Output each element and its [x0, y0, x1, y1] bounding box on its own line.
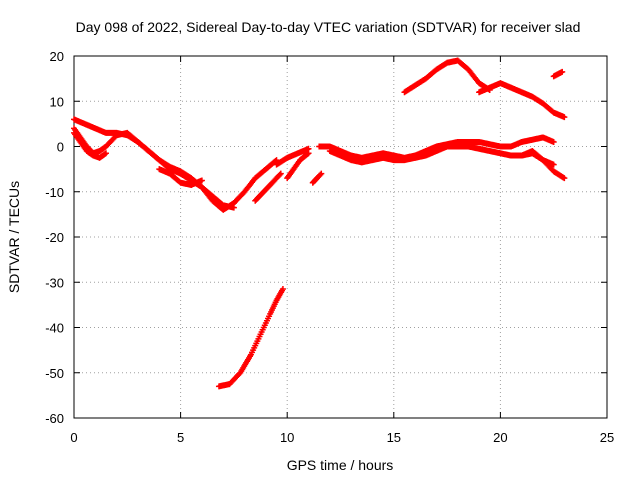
data-point [279, 286, 286, 293]
series-track-h [309, 170, 325, 186]
x-tick-label: 0 [70, 430, 77, 445]
x-tick-label: 10 [280, 430, 294, 445]
x-tick-label: 20 [493, 430, 507, 445]
data-point [317, 171, 324, 178]
data-point [102, 150, 109, 157]
series-track-m [401, 57, 493, 96]
y-tick-label: 20 [50, 49, 64, 64]
y-tick-label: -20 [45, 230, 64, 245]
series-track-n [476, 80, 568, 121]
y-tick-label: -60 [45, 411, 64, 426]
y-tick-label: -40 [45, 321, 64, 336]
y-tick-label: -50 [45, 366, 64, 381]
y-axis-label: SDTVAR / TECUs [6, 181, 22, 293]
plot-frame [73, 55, 608, 419]
y-tick-label: -10 [45, 185, 64, 200]
series-track-b [71, 125, 237, 211]
series-track-o [550, 68, 566, 80]
grid [74, 56, 607, 418]
x-tick-label: 15 [387, 430, 401, 445]
data-point [318, 170, 325, 177]
axis-ticks: 0 5 10 15 20 25 -60 -50 -40 -30 -20 -10 0 10 20 [45, 49, 614, 445]
x-axis-label: GPS time / hours [287, 457, 394, 473]
series-track-i [215, 286, 286, 390]
data-point [230, 204, 237, 211]
series-track-a [71, 116, 280, 213]
data-points [71, 57, 568, 390]
data-point [198, 177, 205, 184]
data-point [276, 171, 283, 178]
series-track-e [252, 170, 284, 204]
series-track-f [273, 145, 312, 168]
data-point [561, 175, 568, 182]
series-track-g [284, 150, 312, 182]
series-track-d [156, 166, 205, 188]
data-point [304, 151, 311, 158]
y-tick-label: 0 [57, 140, 64, 155]
data-point [305, 150, 312, 157]
data-point [277, 170, 284, 177]
data-point [561, 114, 568, 121]
x-tick-label: 5 [177, 430, 184, 445]
data-point [550, 138, 557, 145]
y-tick-label: -30 [45, 275, 64, 290]
data-point [559, 68, 566, 75]
y-tick-label: 10 [50, 94, 64, 109]
series-track-l [518, 148, 568, 182]
chart-title: Day 098 of 2022, Sidereal Day-to-day VTE… [76, 19, 581, 35]
data-point [550, 161, 557, 168]
series-track-c [71, 129, 109, 161]
x-tick-label: 25 [600, 430, 614, 445]
